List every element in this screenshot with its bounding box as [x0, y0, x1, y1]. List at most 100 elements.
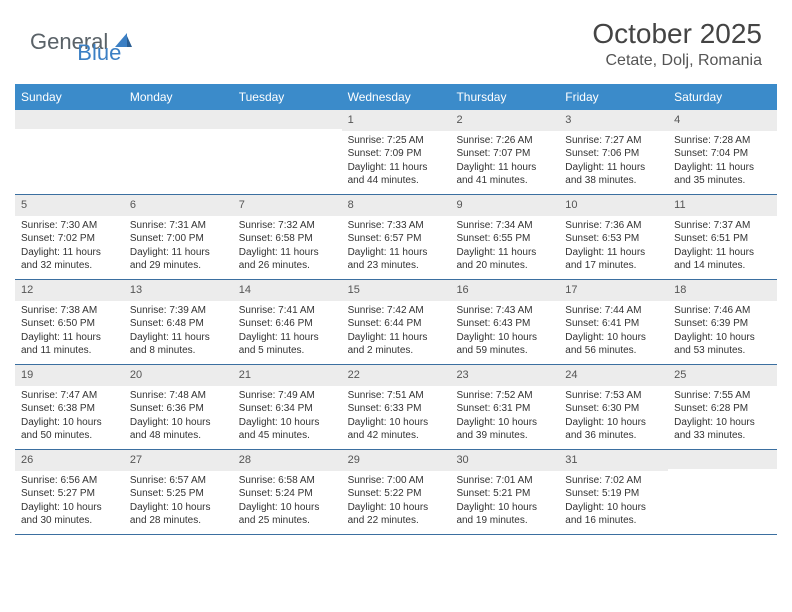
- daylight-text: Daylight: 10 hours and 48 minutes.: [130, 416, 227, 443]
- daylight-text: Daylight: 11 hours and 29 minutes.: [130, 246, 227, 273]
- day-header: Saturday: [668, 84, 777, 110]
- sunset-text: Sunset: 6:28 PM: [674, 402, 771, 416]
- day-cell: 19 Sunrise: 7:47 AMSunset: 6:38 PMDayligh…: [15, 365, 124, 449]
- sunrise-text: Sunrise: 7:25 AM: [348, 134, 445, 148]
- day-number: 22: [342, 365, 451, 386]
- daylight-text: Daylight: 10 hours and 50 minutes.: [21, 416, 118, 443]
- sunset-text: Sunset: 6:38 PM: [21, 402, 118, 416]
- daylight-text: Daylight: 11 hours and 8 minutes.: [130, 331, 227, 358]
- day-cell: 11Sunrise: 7:37 AMSunset: 6:51 PMDayligh…: [668, 195, 777, 279]
- day-cell: 15Sunrise: 7:42 AMSunset: 6:44 PMDayligh…: [342, 280, 451, 364]
- sunset-text: Sunset: 6:46 PM: [239, 317, 336, 331]
- day-number: [124, 110, 233, 129]
- day-details: Sunrise: 7:26 AMSunset: 7:07 PMDaylight:…: [450, 134, 559, 192]
- day-number: 28: [233, 450, 342, 471]
- sunrise-text: Sunrise: 7:00 AM: [348, 474, 445, 488]
- day-cell: [124, 110, 233, 194]
- day-details: Sunrise: 7:28 AMSunset: 7:04 PMDaylight:…: [668, 134, 777, 192]
- sunrise-text: Sunrise: 7:51 AM: [348, 389, 445, 403]
- daylight-text: Daylight: 10 hours and 22 minutes.: [348, 501, 445, 528]
- sunset-text: Sunset: 6:39 PM: [674, 317, 771, 331]
- day-cell: 24Sunrise: 7:53 AMSunset: 6:30 PMDayligh…: [559, 365, 668, 449]
- day-number: 19: [15, 365, 124, 386]
- sunset-text: Sunset: 7:02 PM: [21, 232, 118, 246]
- sunset-text: Sunset: 5:21 PM: [456, 487, 553, 501]
- sunset-text: Sunset: 6:34 PM: [239, 402, 336, 416]
- day-cell: 17Sunrise: 7:44 AMSunset: 6:41 PMDayligh…: [559, 280, 668, 364]
- sunset-text: Sunset: 6:51 PM: [674, 232, 771, 246]
- day-details: Sunrise: 6:58 AMSunset: 5:24 PMDaylight:…: [233, 474, 342, 532]
- sunset-text: Sunset: 6:57 PM: [348, 232, 445, 246]
- sunrise-text: Sunrise: 7:42 AM: [348, 304, 445, 318]
- day-cell: 14Sunrise: 7:41 AMSunset: 6:46 PMDayligh…: [233, 280, 342, 364]
- sunrise-text: Sunrise: 7:33 AM: [348, 219, 445, 233]
- day-cell: 26Sunrise: 6:56 AMSunset: 5:27 PMDayligh…: [15, 450, 124, 534]
- daylight-text: Daylight: 10 hours and 45 minutes.: [239, 416, 336, 443]
- daylight-text: Daylight: 10 hours and 33 minutes.: [674, 416, 771, 443]
- sunrise-text: Sunrise: 6:57 AM: [130, 474, 227, 488]
- day-cell: 6 Sunrise: 7:31 AMSunset: 7:00 PMDaylight…: [124, 195, 233, 279]
- daylight-text: Daylight: 10 hours and 36 minutes.: [565, 416, 662, 443]
- daylight-text: Daylight: 10 hours and 56 minutes.: [565, 331, 662, 358]
- daylight-text: Daylight: 10 hours and 28 minutes.: [130, 501, 227, 528]
- day-details: Sunrise: 7:32 AMSunset: 6:58 PMDaylight:…: [233, 219, 342, 277]
- week-row: 12Sunrise: 7:38 AMSunset: 6:50 PMDayligh…: [15, 280, 777, 365]
- day-details: Sunrise: 7:39 AMSunset: 6:48 PMDaylight:…: [124, 304, 233, 362]
- sunset-text: Sunset: 6:48 PM: [130, 317, 227, 331]
- day-details: Sunrise: 7:01 AMSunset: 5:21 PMDaylight:…: [450, 474, 559, 532]
- day-number: 6: [124, 195, 233, 216]
- page-header: General Blue October 2025 Cetate, Dolj, …: [0, 0, 792, 78]
- day-cell: 5 Sunrise: 7:30 AMSunset: 7:02 PMDaylight…: [15, 195, 124, 279]
- sunrise-text: Sunrise: 7:32 AM: [239, 219, 336, 233]
- day-cell: [668, 450, 777, 534]
- day-details: Sunrise: 6:57 AMSunset: 5:25 PMDaylight:…: [124, 474, 233, 532]
- month-title: October 2025: [592, 18, 762, 50]
- daylight-text: Daylight: 11 hours and 35 minutes.: [674, 161, 771, 188]
- day-cell: [15, 110, 124, 194]
- sunrise-text: Sunrise: 7:36 AM: [565, 219, 662, 233]
- day-header: Sunday: [15, 84, 124, 110]
- day-number: 15: [342, 280, 451, 301]
- day-number: 2: [450, 110, 559, 131]
- daylight-text: Daylight: 11 hours and 23 minutes.: [348, 246, 445, 273]
- calendar: SundayMondayTuesdayWednesdayThursdayFrid…: [15, 84, 777, 535]
- day-cell: 10Sunrise: 7:36 AMSunset: 6:53 PMDayligh…: [559, 195, 668, 279]
- day-number: 9: [450, 195, 559, 216]
- sunrise-text: Sunrise: 7:48 AM: [130, 389, 227, 403]
- sunrise-text: Sunrise: 7:31 AM: [130, 219, 227, 233]
- daylight-text: Daylight: 10 hours and 59 minutes.: [456, 331, 553, 358]
- sunset-text: Sunset: 6:50 PM: [21, 317, 118, 331]
- sunrise-text: Sunrise: 6:56 AM: [21, 474, 118, 488]
- sunset-text: Sunset: 7:09 PM: [348, 147, 445, 161]
- sunrise-text: Sunrise: 6:58 AM: [239, 474, 336, 488]
- sunset-text: Sunset: 5:24 PM: [239, 487, 336, 501]
- day-cell: 25Sunrise: 7:55 AMSunset: 6:28 PMDayligh…: [668, 365, 777, 449]
- sunrise-text: Sunrise: 7:39 AM: [130, 304, 227, 318]
- sunrise-text: Sunrise: 7:43 AM: [456, 304, 553, 318]
- daylight-text: Daylight: 11 hours and 44 minutes.: [348, 161, 445, 188]
- day-number: 27: [124, 450, 233, 471]
- sunrise-text: Sunrise: 7:02 AM: [565, 474, 662, 488]
- day-number: 21: [233, 365, 342, 386]
- sunset-text: Sunset: 6:55 PM: [456, 232, 553, 246]
- day-number: 20: [124, 365, 233, 386]
- sunrise-text: Sunrise: 7:01 AM: [456, 474, 553, 488]
- day-details: Sunrise: 7:30 AMSunset: 7:02 PMDaylight:…: [15, 219, 124, 277]
- sunrise-text: Sunrise: 7:47 AM: [21, 389, 118, 403]
- daylight-text: Daylight: 11 hours and 2 minutes.: [348, 331, 445, 358]
- day-cell: 4Sunrise: 7:28 AMSunset: 7:04 PMDaylight…: [668, 110, 777, 194]
- day-details: Sunrise: 7:27 AMSunset: 7:06 PMDaylight:…: [559, 134, 668, 192]
- day-details: Sunrise: 7:31 AMSunset: 7:00 PMDaylight:…: [124, 219, 233, 277]
- day-cell: 18Sunrise: 7:46 AMSunset: 6:39 PMDayligh…: [668, 280, 777, 364]
- daylight-text: Daylight: 11 hours and 38 minutes.: [565, 161, 662, 188]
- day-number: 5: [15, 195, 124, 216]
- day-cell: [233, 110, 342, 194]
- day-details: Sunrise: 7:44 AMSunset: 6:41 PMDaylight:…: [559, 304, 668, 362]
- daylight-text: Daylight: 11 hours and 26 minutes.: [239, 246, 336, 273]
- day-number: 11: [668, 195, 777, 216]
- week-row: 26Sunrise: 6:56 AMSunset: 5:27 PMDayligh…: [15, 450, 777, 535]
- day-cell: 7Sunrise: 7:32 AMSunset: 6:58 PMDaylight…: [233, 195, 342, 279]
- day-details: Sunrise: 7:43 AMSunset: 6:43 PMDaylight:…: [450, 304, 559, 362]
- day-number: 26: [15, 450, 124, 471]
- sunrise-text: Sunrise: 7:53 AM: [565, 389, 662, 403]
